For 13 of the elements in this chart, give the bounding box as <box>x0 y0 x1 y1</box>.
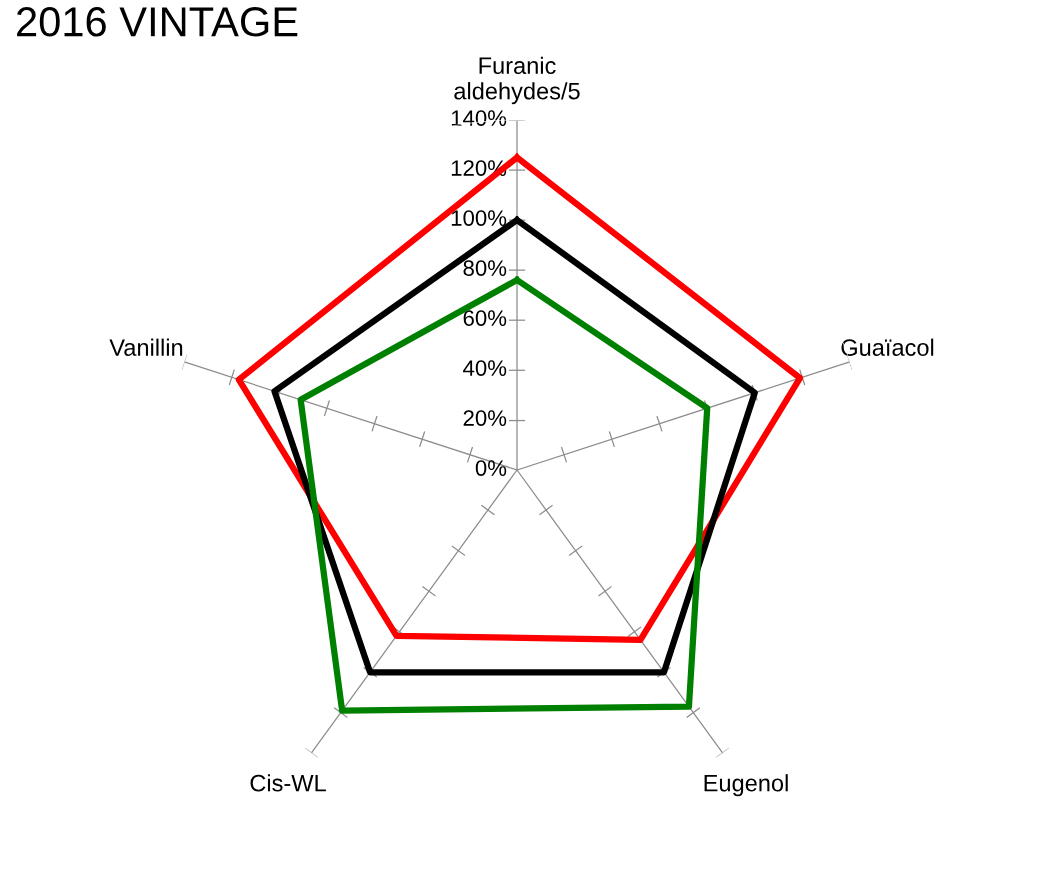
y-tick-label: 60% <box>463 310 507 326</box>
y-tick-label: 100% <box>451 210 507 226</box>
y-tick-label: 140% <box>451 110 507 126</box>
spoke-label: Furanic aldehydes/5 <box>454 56 580 105</box>
spoke-label: Cis-WL <box>250 774 326 792</box>
spoke-label: Eugenol <box>704 774 788 797</box>
spoke-label: Guaïacol <box>841 338 934 356</box>
chart-title: 2016 VINTAGE <box>17 7 298 37</box>
y-tick-label: 20% <box>463 410 507 426</box>
y-tick-label: 40% <box>463 360 507 376</box>
spoke-label: Vanillin <box>109 338 183 356</box>
y-tick-label: 80% <box>463 260 507 276</box>
y-tick-label: 0% <box>475 460 507 476</box>
